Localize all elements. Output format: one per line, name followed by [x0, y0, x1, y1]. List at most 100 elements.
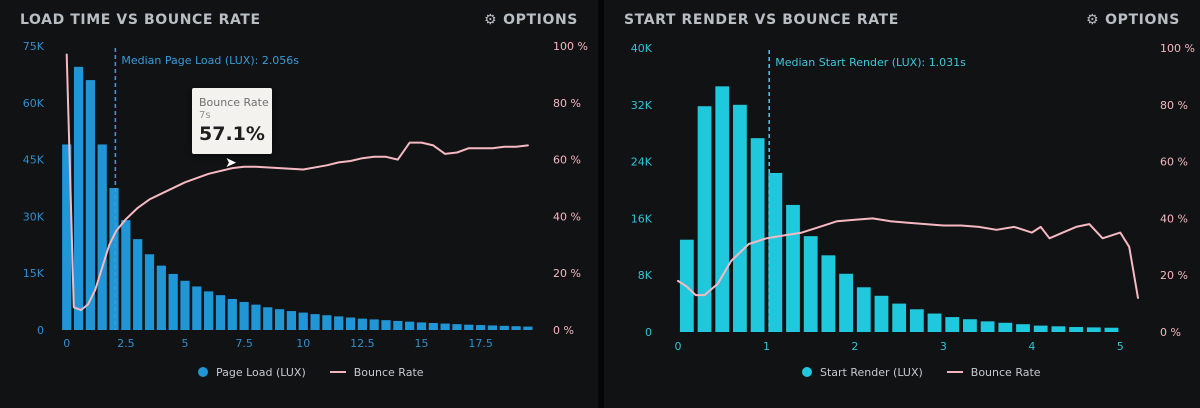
histogram-bar	[750, 138, 765, 332]
histogram-bar	[322, 315, 332, 330]
median-label: Median Page Load (LUX): 2.056s	[121, 54, 299, 67]
histogram-bar	[286, 311, 297, 330]
y-tick-label-right: 40 %	[553, 210, 581, 223]
legend-label: Page Load (LUX)	[216, 365, 306, 379]
y-tick-label-right: 20 %	[1160, 269, 1188, 282]
y-tick-label-left: 15K	[23, 267, 45, 280]
x-tick-label: 3	[940, 340, 947, 353]
y-tick-label-left: 8K	[638, 269, 653, 282]
histogram-bar	[156, 265, 166, 330]
gear-icon: ⚙	[1086, 12, 1100, 28]
options-label: OPTIONS	[503, 12, 578, 28]
tooltip-title: Bounce Rate	[199, 96, 269, 109]
histogram-bar	[1016, 324, 1030, 332]
legend-label: Bounce Rate	[353, 365, 424, 379]
legend-dot-icon	[802, 367, 812, 377]
y-tick-label-right: 60 %	[553, 154, 581, 167]
histogram-bar	[405, 321, 415, 330]
x-tick-label: 12.5	[350, 337, 375, 350]
histogram-bar	[1069, 327, 1083, 332]
histogram-bar	[416, 322, 427, 330]
histogram-bar	[369, 319, 379, 330]
panel-title: START RENDER VS BOUNCE RATE	[624, 12, 899, 28]
histogram-bar	[475, 325, 486, 330]
histogram-bar	[428, 322, 438, 330]
histogram-bar	[511, 326, 521, 330]
histogram-bar	[963, 319, 977, 332]
mouse-cursor-icon: ➤	[225, 155, 237, 171]
load-time-panel: LOAD TIME VS BOUNCE RATE ⚙ OPTIONS 0 15K 30…	[0, 0, 598, 408]
x-tick-label: 7.5	[235, 337, 253, 350]
load-time-chart: 0 15K 30K 45K 60K 75K 0 % 20 % 40 % 60 % 80 % 100 %…	[23, 40, 588, 350]
x-tick-label: 0	[63, 337, 70, 350]
histogram-bar	[345, 317, 356, 330]
y-tick-label-left: 0	[37, 324, 44, 337]
histogram-bar	[821, 255, 836, 332]
histogram-bar	[204, 291, 214, 330]
histogram-bar	[298, 312, 308, 330]
histogram-bar	[1051, 326, 1066, 332]
histogram-bar	[786, 204, 800, 332]
histogram-bar	[452, 324, 462, 330]
histogram-bar	[393, 320, 403, 330]
gear-icon: ⚙	[484, 12, 498, 28]
y-tick-label-left: 24K	[631, 156, 653, 169]
median-label: Median Start Render (LUX): 1.031s	[775, 56, 966, 69]
panel-header: START RENDER VS BOUNCE RATE ⚙ OPTIONS	[604, 10, 1200, 34]
panel-divider	[598, 0, 604, 408]
histogram-bar	[856, 287, 871, 332]
y-tick-label-right: 80 %	[553, 97, 581, 110]
legend-line-icon	[946, 371, 963, 373]
histogram-bar	[334, 316, 344, 330]
histogram-bar	[381, 320, 391, 330]
histogram-bar	[1086, 327, 1101, 332]
options-label: OPTIONS	[1105, 12, 1180, 28]
histogram-bar	[733, 104, 747, 332]
histogram-bar	[192, 286, 202, 330]
histogram-bar	[892, 303, 907, 332]
histogram-bar	[980, 321, 995, 332]
legend: Start Render (LUX) Bounce Rate	[802, 362, 1041, 382]
y-tick-label-right: 60 %	[1160, 156, 1188, 169]
options-button[interactable]: ⚙ OPTIONS	[484, 12, 578, 28]
histogram-bar	[1033, 325, 1048, 332]
legend-item-page-load[interactable]: Page Load (LUX)	[198, 366, 306, 379]
y-tick-label-left: 60K	[23, 97, 45, 110]
tooltip-subtitle: 7s	[199, 110, 211, 121]
histogram-bar	[227, 298, 237, 330]
y-tick-label-left: 45K	[23, 154, 45, 167]
histogram-bar	[274, 309, 285, 330]
options-button[interactable]: ⚙ OPTIONS	[1086, 12, 1180, 28]
legend-item-start-render[interactable]: Start Render (LUX)	[802, 366, 923, 379]
start-render-chart: 0 8K 16K 24K 32K 40K 0 % 20 % 40 % 60 % 80 % 100 % 0…	[631, 42, 1195, 353]
histogram-bar	[109, 188, 119, 330]
x-tick-label: 2.5	[117, 337, 135, 350]
tooltip-value: 57.1%	[199, 123, 265, 145]
histogram-bar	[998, 322, 1013, 332]
histogram-bar	[487, 325, 498, 330]
histogram-bar	[440, 323, 450, 330]
histogram-bar	[523, 326, 533, 330]
legend-item-bounce-rate[interactable]: Bounce Rate	[329, 365, 424, 379]
histogram-bar	[180, 280, 190, 330]
x-tick-label: 4	[1028, 340, 1035, 353]
histogram-bar	[133, 239, 143, 330]
histogram-bar	[715, 86, 730, 332]
histogram-bar	[310, 314, 320, 330]
legend-label: Start Render (LUX)	[820, 365, 923, 379]
panel-title: LOAD TIME VS BOUNCE RATE	[20, 12, 261, 28]
x-tick-label: 5	[1117, 340, 1124, 353]
histogram-bar	[251, 304, 261, 330]
legend-item-bounce-rate[interactable]: Bounce Rate	[946, 365, 1041, 379]
histogram-bar	[144, 254, 155, 330]
legend-label: Bounce Rate	[970, 365, 1041, 379]
histogram-bar	[499, 325, 509, 330]
y-tick-label-left: 0	[645, 326, 652, 339]
x-tick-label: 2	[851, 340, 858, 353]
y-tick-label-left: 40K	[631, 42, 653, 55]
x-tick-label: 5	[181, 337, 188, 350]
histogram-bar	[215, 295, 226, 330]
legend-line-icon	[329, 371, 346, 373]
start-render-panel: START RENDER VS BOUNCE RATE ⚙ OPTIONS 0 8K…	[604, 0, 1200, 408]
